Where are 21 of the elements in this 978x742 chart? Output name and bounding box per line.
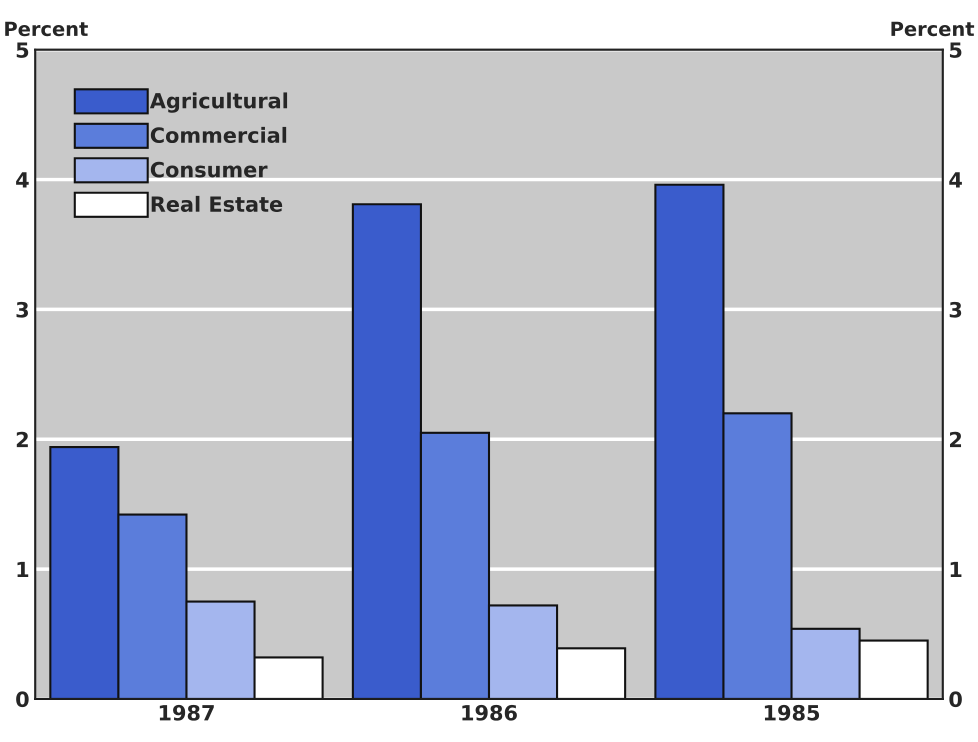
y2-tick-label: 5 — [950, 42, 962, 58]
y2-tick-label: 3 — [950, 302, 962, 318]
y-tick-label: 1 — [18, 562, 28, 578]
x-tick-label: 1986 — [462, 704, 517, 721]
y-tick-label: 2 — [16, 432, 28, 448]
legend-label: Consumer — [150, 162, 268, 178]
y2-tick-label: 0 — [949, 691, 962, 708]
legend-label: Real Estate — [152, 196, 282, 212]
y-axis-title: Percent — [5, 22, 88, 36]
y2-axis-title: Percent — [891, 22, 974, 36]
legend-label: Agricultural — [150, 92, 288, 113]
y2-tick-label: 2 — [950, 432, 962, 448]
y-tick-label: 0 — [16, 691, 29, 708]
legend-label: Commercial — [150, 126, 286, 144]
y-tick-label: 3 — [16, 302, 28, 318]
x-tick-label: 1985 — [764, 704, 820, 721]
y-tick-label: 5 — [16, 42, 28, 58]
y2-tick-label: 4 — [949, 172, 962, 188]
y2-tick-label: 1 — [950, 562, 962, 578]
x-tick-label: 1987 — [160, 704, 214, 721]
y-tick-label: 4 — [16, 172, 29, 188]
